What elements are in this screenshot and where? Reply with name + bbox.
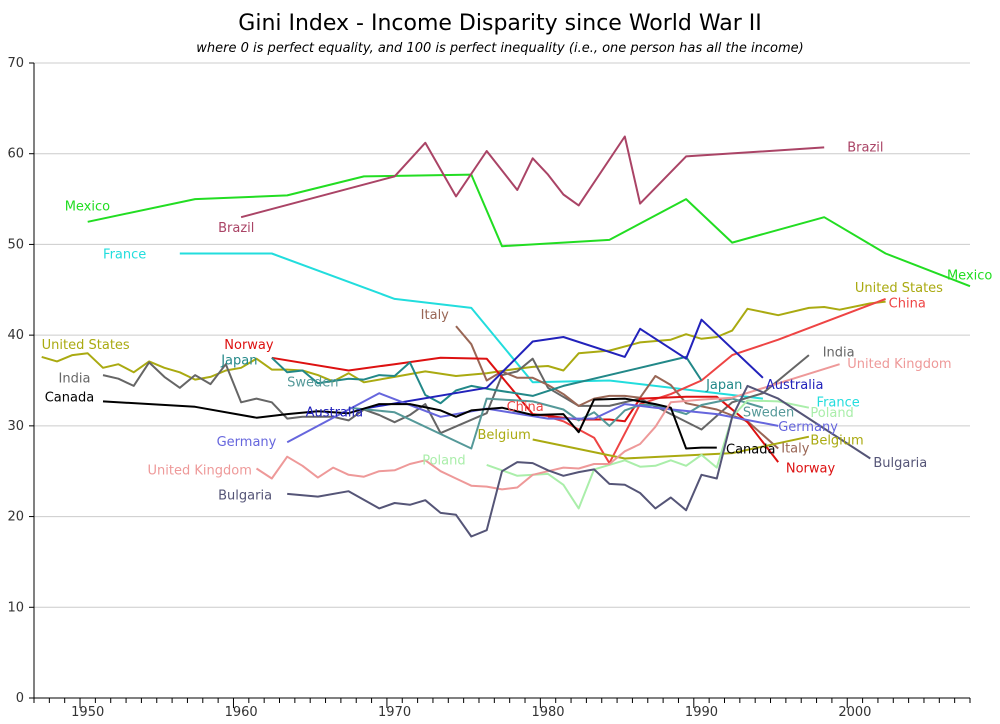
series-line-belgium	[532, 435, 810, 460]
axis-layer: 0 10 20 30 40 50 60 70 1950 1960 1970 1980 1990 2000	[7, 56, 971, 720]
series-label-italy: Italy	[421, 308, 450, 323]
series-label-brazil: Brazil	[847, 140, 883, 155]
y-tick-label: 40	[7, 328, 24, 343]
series-label-japan: Japan	[705, 378, 742, 393]
y-tick-label: 20	[7, 510, 24, 525]
series-line-brazil	[240, 135, 825, 219]
series-line-united-kingdom	[255, 363, 840, 491]
series-label-france: France	[103, 247, 146, 262]
series-label-layer: Mexico Mexico Brazil Brazil France France Unit…	[42, 140, 993, 503]
series-line-india	[102, 354, 810, 435]
series-label-italy: Italy	[781, 442, 810, 457]
y-tick-label: 30	[7, 419, 24, 434]
chart-subtitle: where 0 is perfect equality, and 100 is …	[196, 41, 803, 56]
series-label-japan: Japan	[220, 354, 257, 369]
x-tick-label: 1960	[225, 705, 258, 720]
series-label-sweden: Sweden	[743, 405, 794, 420]
y-tick-label: 60	[7, 147, 24, 162]
series-label-poland: Poland	[810, 406, 853, 421]
series-label-united-kingdom: United Kingdom	[847, 357, 951, 372]
x-tick-label: 1980	[531, 705, 564, 720]
x-tick-label: 1990	[685, 705, 718, 720]
y-tick-label: 0	[16, 691, 24, 706]
series-label-poland: Poland	[422, 453, 465, 468]
series-line-australia	[363, 318, 764, 410]
series-label-australia: Australia	[766, 378, 824, 393]
series-label-belgium: Belgium	[810, 433, 863, 448]
y-tick-label: 70	[7, 56, 24, 71]
grid-layer	[34, 62, 970, 608]
series-label-bulgaria: Bulgaria	[873, 456, 927, 471]
series-label-belgium: Belgium	[477, 428, 530, 443]
series-label-canada: Canada	[45, 391, 94, 406]
series-line-japan	[271, 355, 703, 405]
y-tick-label: 50	[7, 237, 24, 252]
series-label-india: India	[59, 372, 91, 387]
series-line-poland	[486, 399, 810, 510]
series-label-germany: Germany	[778, 420, 838, 435]
series-line-china	[547, 297, 886, 465]
series-label-mexico: Mexico	[65, 199, 110, 214]
x-tick-label: 1970	[378, 705, 411, 720]
series-label-china: China	[889, 296, 926, 311]
series-label-sweden: Sweden	[287, 375, 338, 390]
series-line-bulgaria	[287, 384, 871, 538]
series-label-norway: Norway	[786, 461, 836, 476]
series-line-canada	[102, 397, 717, 450]
series-label-united-states: United States	[42, 338, 130, 353]
series-label-united-kingdom: United Kingdom	[148, 463, 252, 478]
series-line-united-states	[41, 300, 886, 384]
y-tick-label: 10	[7, 600, 24, 615]
series-label-brazil: Brazil	[218, 221, 254, 236]
series-label-canada: Canada	[726, 442, 775, 457]
series-label-norway: Norway	[224, 338, 274, 353]
series-label-china: China	[507, 400, 544, 415]
series-label-germany: Germany	[217, 435, 277, 450]
x-tick-label: 2000	[838, 705, 871, 720]
series-label-australia: Australia	[306, 405, 364, 420]
series-label-france: France	[817, 395, 860, 410]
chart-title: Gini Index - Income Disparity since Worl…	[238, 11, 761, 36]
series-label-bulgaria: Bulgaria	[218, 489, 272, 504]
x-tick-label: 1950	[71, 705, 104, 720]
series-label-india: India	[823, 345, 855, 360]
series-line-france	[179, 252, 764, 400]
series-line-mexico	[87, 173, 971, 288]
series-label-mexico: Mexico	[947, 268, 992, 283]
series-label-united-states: United States	[855, 281, 943, 296]
series-line-sweden	[348, 397, 764, 450]
series-layer	[41, 135, 971, 538]
